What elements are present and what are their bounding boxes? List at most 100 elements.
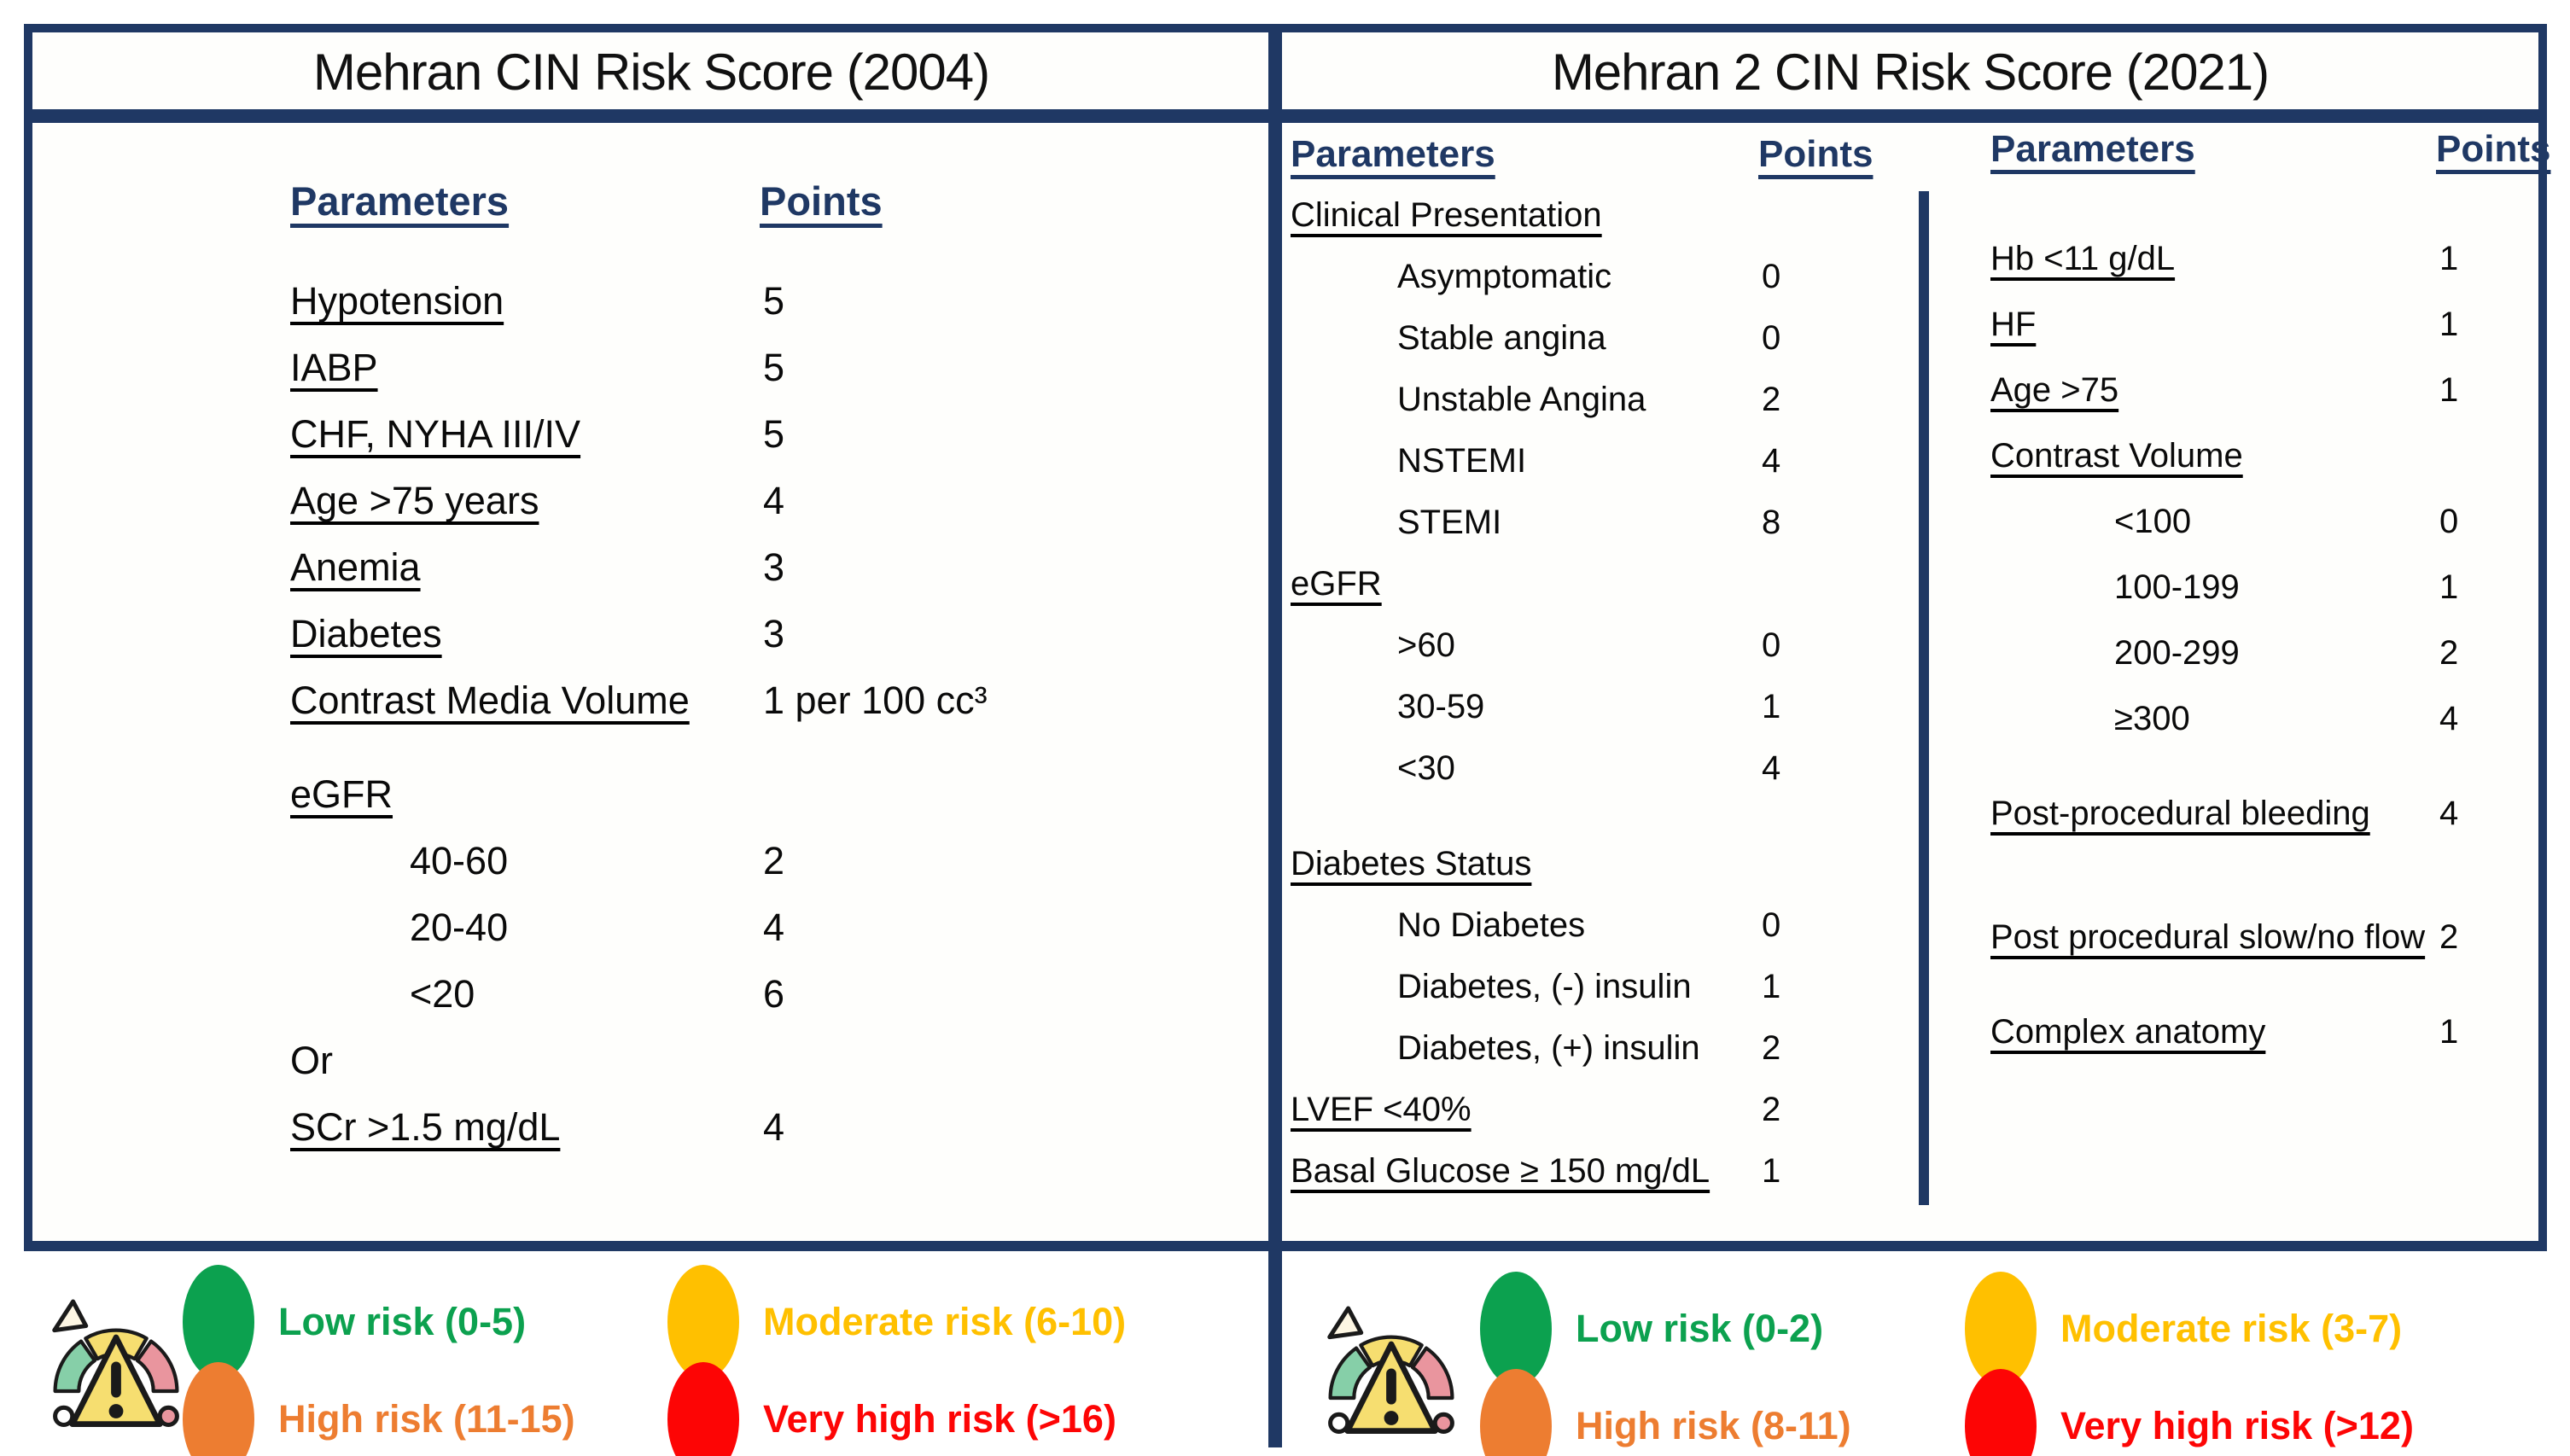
points-value: 2 bbox=[2439, 634, 2459, 672]
table-row: Clinical Presentation bbox=[1291, 184, 1919, 246]
points-value: 1 per 100 cc³ bbox=[763, 678, 988, 722]
table-row: Stable angina 0 bbox=[1291, 307, 1919, 369]
parameter-label: HF bbox=[1990, 306, 2037, 343]
panel-divider-line bbox=[1268, 24, 1282, 1447]
parameter-label: Diabetes bbox=[290, 612, 442, 655]
parameter-label: Post procedural slow/no flow bbox=[1990, 918, 2426, 956]
legend-item-high-risk: High risk (11-15) bbox=[183, 1362, 575, 1456]
points-value: 0 bbox=[1762, 626, 1781, 664]
points-value: 4 bbox=[1762, 441, 1781, 480]
points-value: 6 bbox=[763, 972, 785, 1016]
points-value: 5 bbox=[763, 346, 785, 389]
points-value: 1 bbox=[2439, 371, 2459, 409]
points-column-header: Points bbox=[2436, 128, 2551, 170]
table-row: Or bbox=[290, 1028, 1255, 1094]
points-value: 3 bbox=[763, 545, 785, 589]
parameter-label: Or bbox=[290, 1039, 333, 1082]
parameter-label: ≥300 bbox=[2114, 700, 2190, 737]
green-circle-icon bbox=[1480, 1272, 1552, 1386]
legend-item-low-risk: Low risk (0-2) bbox=[1480, 1272, 1823, 1386]
table-row: Contrast Media Volume 1 per 100 cc³ bbox=[290, 667, 1255, 734]
parameter-label: STEMI bbox=[1397, 503, 1502, 541]
parameter-label: SCr >1.5 mg/dL bbox=[290, 1105, 561, 1149]
legend-item-very-high-risk: Very high risk (>16) bbox=[667, 1362, 1116, 1456]
points-value: 4 bbox=[1762, 748, 1781, 787]
legend-item-high-risk: High risk (8-11) bbox=[1480, 1369, 1851, 1456]
points-value: 0 bbox=[1762, 906, 1781, 944]
parameter-label: <20 bbox=[410, 972, 475, 1016]
points-value: 1 bbox=[2439, 240, 2459, 277]
points-value: 1 bbox=[2439, 1013, 2459, 1051]
parameter-label: Contrast Volume bbox=[1990, 437, 2243, 475]
points-value: 5 bbox=[763, 279, 785, 323]
legend-label: Very high risk (>12) bbox=[2060, 1404, 2414, 1447]
table-row: Hypotension 5 bbox=[290, 268, 1255, 335]
table-row: Diabetes, (-) insulin 1 bbox=[1291, 956, 1919, 1017]
table-row: LVEF <40% 2 bbox=[1291, 1079, 1919, 1140]
points-value: 2 bbox=[2439, 918, 2459, 956]
parameter-label: IABP bbox=[290, 346, 378, 389]
table-row: Unstable Angina 2 bbox=[1291, 369, 1919, 430]
points-value: 0 bbox=[1762, 318, 1781, 357]
table-frame bbox=[24, 24, 2547, 1251]
right-parameters-table-1: Parameters Points Clinical Presentation … bbox=[1291, 125, 1919, 1202]
points-value: 1 bbox=[1762, 687, 1781, 725]
points-value: 1 bbox=[2439, 568, 2459, 606]
table-row: Basal Glucose ≥ 150 mg/dL 1 bbox=[1291, 1140, 1919, 1202]
points-column-header: Points bbox=[760, 178, 883, 224]
table-row: Contrast Volume bbox=[1990, 423, 2538, 489]
parameter-label: NSTEMI bbox=[1397, 441, 1527, 480]
parameter-label: LVEF <40% bbox=[1291, 1090, 1471, 1128]
legend-item-very-high-risk: Very high risk (>12) bbox=[1965, 1369, 2414, 1456]
parameter-label: <100 bbox=[2114, 503, 2192, 540]
title-divider-line bbox=[24, 109, 2547, 123]
parameter-label: Basal Glucose ≥ 150 mg/dL bbox=[1291, 1151, 1710, 1190]
parameter-label: Hb <11 g/dL bbox=[1990, 240, 2176, 277]
parameter-label: 30-59 bbox=[1397, 687, 1485, 725]
yellow-circle-icon bbox=[1965, 1272, 2037, 1386]
table-row: eGFR bbox=[1291, 553, 1919, 614]
table-row: Asymptomatic 0 bbox=[1291, 246, 1919, 307]
red-circle-icon bbox=[667, 1362, 739, 1456]
parameter-label: No Diabetes bbox=[1397, 906, 1586, 944]
orange-circle-icon bbox=[183, 1362, 254, 1456]
table-row: <20 6 bbox=[290, 961, 1255, 1028]
risk-gauge-warning-icon bbox=[1320, 1272, 1463, 1453]
points-value: 4 bbox=[763, 479, 785, 522]
table-row: HF 1 bbox=[1990, 292, 2538, 358]
points-column-header: Points bbox=[1758, 133, 1874, 175]
parameters-column-header: Parameters bbox=[1990, 128, 2195, 170]
points-value: 5 bbox=[763, 412, 785, 456]
parameter-label: eGFR bbox=[1291, 564, 1382, 603]
right-table2-header: Parameters Points bbox=[1990, 119, 2550, 179]
points-value: 8 bbox=[1762, 503, 1781, 541]
parameter-label: Diabetes, (+) insulin bbox=[1397, 1028, 1700, 1067]
parameter-label: Age >75 years bbox=[290, 479, 539, 522]
parameter-label: <30 bbox=[1397, 748, 1455, 787]
parameter-label: Age >75 bbox=[1990, 371, 2119, 409]
parameter-label: Hypotension bbox=[290, 279, 504, 323]
table-row: Hb <11 g/dL 1 bbox=[1990, 226, 2538, 292]
legend-label: Very high risk (>16) bbox=[763, 1397, 1116, 1441]
parameters-column-header: Parameters bbox=[1291, 133, 1495, 175]
parameter-label: Diabetes, (-) insulin bbox=[1397, 967, 1692, 1005]
points-value: 4 bbox=[2439, 795, 2459, 832]
left-table-header: Parameters Points bbox=[290, 169, 1255, 232]
table-row: CHF, NYHA III/IV 5 bbox=[290, 401, 1255, 468]
parameter-label: Unstable Angina bbox=[1397, 380, 1646, 418]
risk-gauge-warning-icon bbox=[44, 1265, 188, 1446]
parameter-label: Asymptomatic bbox=[1397, 257, 1612, 295]
table-row: 200-299 2 bbox=[1990, 620, 2538, 686]
table-row: 30-59 1 bbox=[1291, 676, 1919, 737]
parameter-label: 40-60 bbox=[410, 839, 509, 882]
table-row: STEMI 8 bbox=[1291, 492, 1919, 553]
parameters-column-header: Parameters bbox=[290, 178, 510, 224]
table-row: 100-199 1 bbox=[1990, 555, 2538, 620]
table-row: Age >75 years 4 bbox=[290, 468, 1255, 534]
points-value: 4 bbox=[763, 1105, 785, 1149]
points-value: 2 bbox=[1762, 1028, 1781, 1067]
legend-item-moderate-risk: Moderate risk (6-10) bbox=[667, 1265, 1126, 1379]
right-table1-header: Parameters Points bbox=[1291, 125, 1919, 184]
green-circle-icon bbox=[183, 1265, 254, 1379]
left-parameters-table: Parameters Points Hypotension 5 IABP 5 C… bbox=[290, 169, 1255, 1161]
